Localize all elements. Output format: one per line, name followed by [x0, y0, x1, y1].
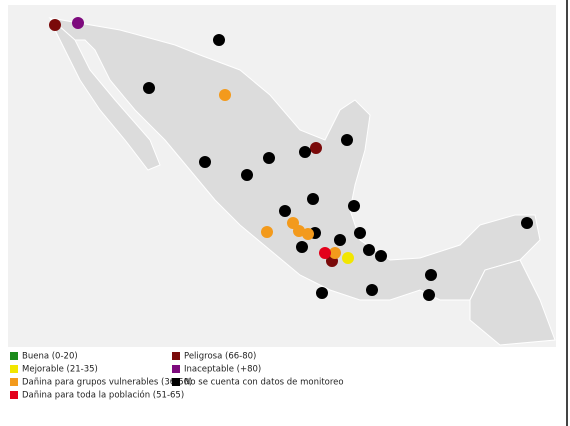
marker [279, 205, 291, 217]
legend-swatch [172, 378, 180, 386]
legend: Buena (0-20) Mejorable (21-35) Dañina para… [10, 352, 344, 401]
legend-swatch [10, 378, 18, 386]
marker [366, 284, 378, 296]
legend-label: No se cuenta con datos de monitoreo [184, 378, 344, 388]
marker [363, 244, 375, 256]
legend-label: Dañina para grupos vulnerables (36-50) [22, 378, 192, 388]
marker [302, 228, 314, 240]
baja [49, 17, 161, 171]
legend-label: Peligrosa (66-80) [184, 352, 256, 362]
central-america [469, 259, 556, 346]
marker [307, 193, 319, 205]
mainland [48, 17, 541, 301]
marker [319, 247, 331, 259]
legend-label: Mejorable (21-35) [22, 365, 98, 375]
marker [342, 252, 354, 264]
marker [310, 142, 322, 154]
marker [199, 156, 211, 168]
legend-swatch [10, 352, 18, 360]
legend-label: Inaceptable (+80) [184, 365, 261, 375]
markers [49, 17, 533, 301]
marker [143, 82, 155, 94]
marker [329, 247, 341, 259]
marker [299, 146, 311, 158]
marker [334, 234, 346, 246]
marker [213, 34, 225, 46]
marker [425, 269, 437, 281]
marker [72, 17, 84, 29]
legend-swatch [10, 391, 18, 399]
marker [296, 241, 308, 253]
legend-label: Buena (0-20) [22, 352, 78, 362]
marker [354, 227, 366, 239]
marker [49, 19, 61, 31]
marker [316, 287, 328, 299]
marker [341, 134, 353, 146]
land [48, 17, 556, 346]
marker [241, 169, 253, 181]
marker [261, 226, 273, 238]
legend-swatch [172, 352, 180, 360]
marker [263, 152, 275, 164]
marker [219, 89, 231, 101]
marker [521, 217, 533, 229]
legend-swatch [172, 365, 180, 373]
legend-label: Dañina para toda la población (51-65) [22, 390, 184, 401]
marker [423, 289, 435, 301]
marker [375, 250, 387, 262]
marker [348, 200, 360, 212]
legend-swatch [10, 365, 18, 373]
